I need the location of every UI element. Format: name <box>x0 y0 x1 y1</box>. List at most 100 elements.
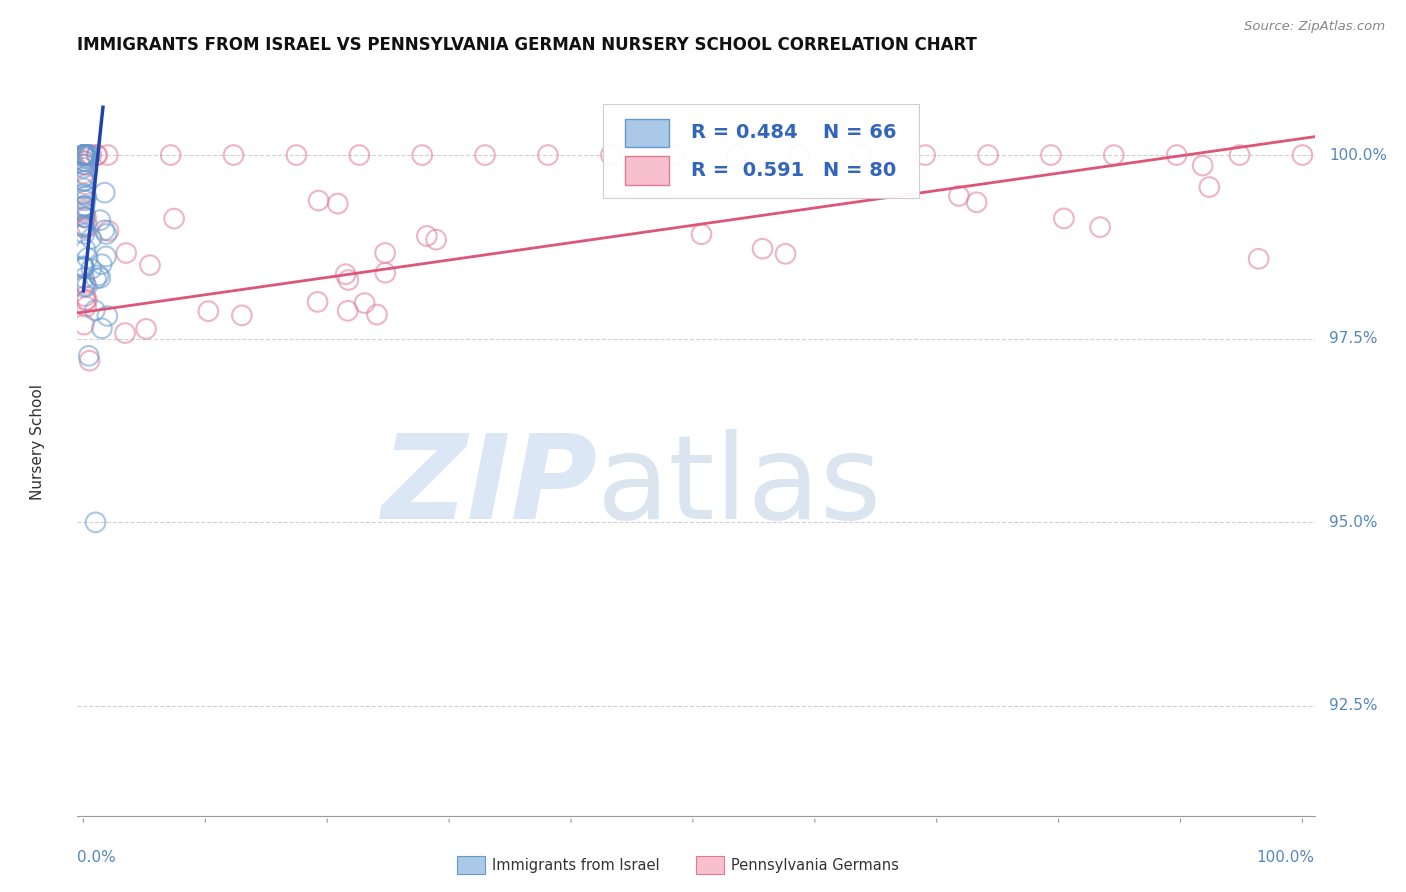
Point <box>73 148 96 162</box>
Point <box>326 196 349 211</box>
Point <box>349 148 371 162</box>
Text: R =  0.591: R = 0.591 <box>690 161 804 180</box>
Point <box>751 242 773 256</box>
Point <box>285 148 308 162</box>
Point <box>75 243 97 257</box>
Point <box>75 148 97 162</box>
Point <box>77 349 100 363</box>
Point <box>76 251 98 265</box>
Point <box>1198 180 1220 194</box>
Point <box>73 148 96 162</box>
FancyBboxPatch shape <box>626 119 669 147</box>
Point <box>73 181 96 195</box>
Text: atlas: atlas <box>598 429 883 544</box>
Point <box>789 148 811 162</box>
Point <box>80 148 103 162</box>
Point <box>73 202 96 217</box>
Point <box>93 186 115 200</box>
FancyBboxPatch shape <box>626 156 669 185</box>
Text: 0.0%: 0.0% <box>77 850 117 865</box>
Point <box>135 322 157 336</box>
Point <box>76 279 98 293</box>
Text: N = 80: N = 80 <box>824 161 897 180</box>
Point <box>336 303 359 318</box>
Point <box>79 353 101 368</box>
Point <box>79 148 101 162</box>
Point <box>89 213 111 227</box>
Point <box>90 321 112 335</box>
Point <box>72 148 94 162</box>
Text: IMMIGRANTS FROM ISRAEL VS PENNSYLVANIA GERMAN NURSERY SCHOOL CORRELATION CHART: IMMIGRANTS FROM ISRAEL VS PENNSYLVANIA G… <box>77 37 977 54</box>
Point <box>86 148 108 162</box>
Point <box>337 273 360 287</box>
Point <box>222 148 245 162</box>
Point <box>115 246 138 260</box>
Point <box>1229 148 1251 162</box>
Point <box>73 174 96 188</box>
Text: N = 66: N = 66 <box>824 123 897 143</box>
Text: 95.0%: 95.0% <box>1330 515 1378 530</box>
Point <box>75 189 97 203</box>
Point <box>73 148 96 162</box>
Point <box>73 271 96 285</box>
Point <box>80 232 103 246</box>
Point <box>96 309 118 323</box>
Point <box>72 148 94 162</box>
Point <box>599 148 621 162</box>
FancyBboxPatch shape <box>603 104 918 198</box>
Point <box>966 195 988 210</box>
Point <box>73 148 96 162</box>
Point <box>197 304 219 318</box>
Point <box>75 169 97 183</box>
Point <box>87 268 110 283</box>
Point <box>335 267 357 281</box>
Point <box>72 161 94 175</box>
Point <box>948 189 970 203</box>
Point <box>73 154 96 169</box>
Point <box>416 229 439 244</box>
Point <box>73 279 96 293</box>
Point <box>86 148 108 162</box>
Point <box>73 227 96 241</box>
Point <box>73 206 96 220</box>
Point <box>75 178 97 192</box>
Point <box>97 148 120 162</box>
Point <box>72 219 94 233</box>
Point <box>73 198 96 212</box>
Point <box>73 210 96 224</box>
Point <box>97 224 120 238</box>
Point <box>73 166 96 180</box>
Point <box>366 308 388 322</box>
Point <box>75 289 97 303</box>
Point <box>72 186 94 201</box>
Text: 100.0%: 100.0% <box>1330 147 1388 162</box>
Point <box>76 148 98 162</box>
Point <box>662 148 685 162</box>
Point <box>308 194 330 208</box>
Point <box>163 211 186 226</box>
Point <box>73 173 96 187</box>
Point <box>1039 148 1062 162</box>
Point <box>93 223 115 237</box>
Point <box>73 204 96 219</box>
Point <box>80 262 103 277</box>
Point <box>851 148 873 162</box>
Point <box>75 293 97 308</box>
Point <box>72 170 94 185</box>
Point <box>72 260 94 275</box>
Point <box>75 151 97 165</box>
Text: 92.5%: 92.5% <box>1330 698 1378 714</box>
Point <box>374 246 396 260</box>
Point <box>73 157 96 171</box>
Point <box>96 227 118 241</box>
Point <box>353 296 375 310</box>
Point <box>75 148 97 162</box>
Text: Pennsylvania Germans: Pennsylvania Germans <box>731 858 898 872</box>
Point <box>1191 159 1213 173</box>
Point <box>94 249 117 263</box>
Text: ZIP: ZIP <box>381 429 598 544</box>
Point <box>73 154 96 169</box>
Point <box>374 266 396 280</box>
Text: Nursery School: Nursery School <box>31 384 45 500</box>
Point <box>775 247 797 261</box>
